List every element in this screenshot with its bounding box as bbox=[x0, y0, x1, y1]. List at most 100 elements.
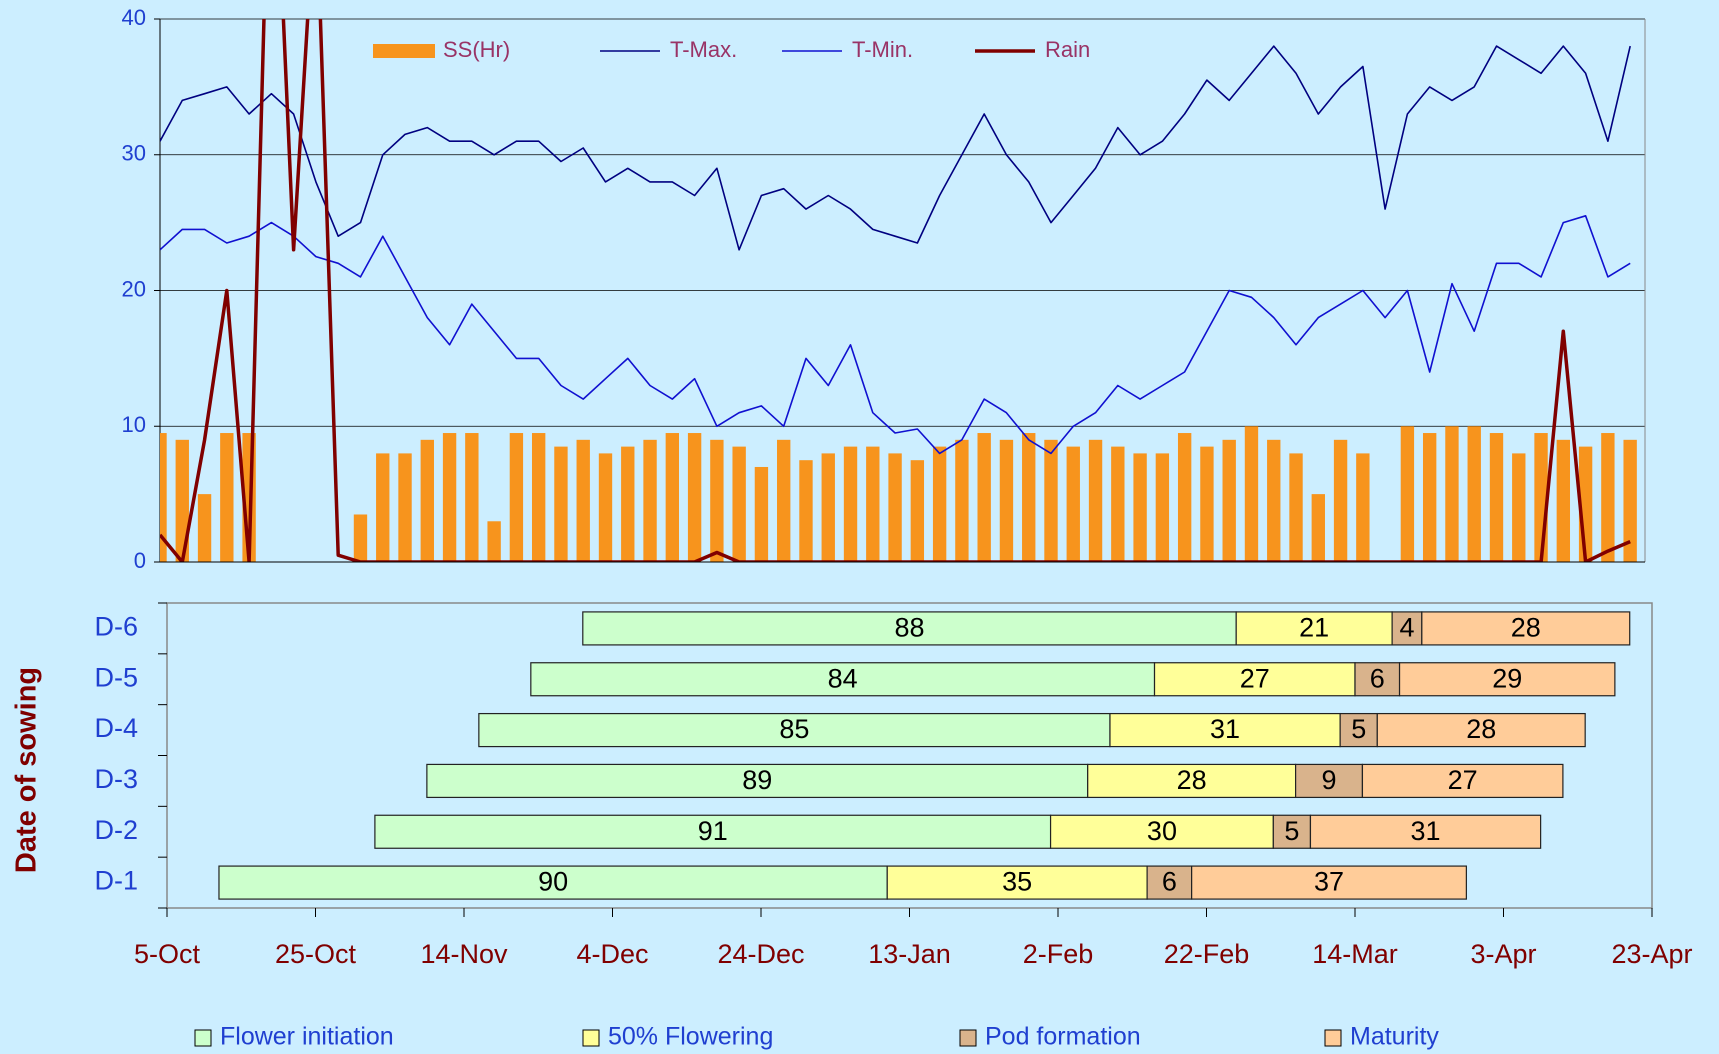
bar-segment bbox=[1235, 611, 1393, 646]
y-tick-label: D-5 bbox=[94, 662, 138, 692]
data-label: 37 bbox=[1314, 867, 1344, 897]
y-tick-label: D-3 bbox=[94, 764, 138, 794]
bar-segment bbox=[1398, 662, 1616, 697]
bar bbox=[1445, 426, 1459, 562]
bar bbox=[398, 453, 412, 562]
y-tick-label: 0 bbox=[134, 548, 146, 573]
y-tick-label: D-4 bbox=[94, 713, 138, 743]
x-tick-label: 14-Nov bbox=[420, 939, 508, 969]
y-tick-label: 30 bbox=[122, 141, 146, 166]
x-tick-label: 25-Oct bbox=[275, 939, 357, 969]
bar-segment bbox=[530, 662, 1156, 697]
bar bbox=[1044, 439, 1058, 562]
bar-segment bbox=[1272, 814, 1312, 849]
bar bbox=[1200, 446, 1214, 562]
bar-segment bbox=[478, 712, 1111, 748]
y-axis-label: Date of sowing bbox=[11, 667, 43, 873]
x-tick-label: 22-Feb bbox=[1164, 939, 1250, 969]
bar bbox=[799, 460, 813, 562]
bar bbox=[1155, 453, 1170, 562]
bar-segment bbox=[1391, 611, 1423, 646]
data-label: 90 bbox=[538, 867, 568, 897]
data-label: 30 bbox=[1147, 816, 1177, 846]
bar bbox=[1422, 433, 1437, 562]
bar-segment bbox=[218, 865, 888, 900]
bar bbox=[687, 433, 702, 562]
bar bbox=[442, 433, 457, 562]
bar-segment bbox=[1191, 865, 1467, 900]
bar bbox=[932, 446, 947, 562]
bar bbox=[576, 439, 590, 562]
bar bbox=[999, 439, 1014, 562]
legend-label: 50% Flowering bbox=[608, 1023, 773, 1051]
bar-segment bbox=[1049, 814, 1274, 849]
bar-segment bbox=[1361, 763, 1564, 799]
bar bbox=[1222, 439, 1236, 562]
legend-swatch bbox=[373, 44, 435, 58]
bar bbox=[1467, 426, 1481, 562]
x-tick-label: 13-Jan bbox=[868, 939, 951, 969]
bar bbox=[1111, 446, 1125, 562]
bar bbox=[1489, 433, 1504, 562]
bar bbox=[1601, 433, 1615, 562]
bar bbox=[955, 439, 969, 562]
data-label: 6 bbox=[1162, 867, 1177, 897]
data-label: 91 bbox=[698, 816, 728, 846]
bar bbox=[1623, 439, 1637, 562]
data-label: 27 bbox=[1448, 765, 1478, 795]
bar-segment bbox=[886, 865, 1148, 900]
x-tick-label: 4-Dec bbox=[576, 939, 648, 969]
bar bbox=[1267, 439, 1281, 562]
bar bbox=[732, 446, 746, 562]
data-label: 31 bbox=[1411, 816, 1441, 846]
bar bbox=[910, 460, 925, 562]
bar-segment bbox=[426, 763, 1089, 799]
legend-label: Flower initiation bbox=[220, 1023, 394, 1051]
data-label: 5 bbox=[1284, 816, 1299, 846]
legend-swatch bbox=[959, 1029, 977, 1047]
legend-swatch bbox=[582, 1029, 600, 1047]
bar bbox=[175, 439, 189, 562]
data-label: 29 bbox=[1492, 663, 1522, 693]
x-tick-label: 3-Apr bbox=[1470, 939, 1536, 969]
legend-label: T-Max. bbox=[670, 37, 737, 62]
bar bbox=[710, 439, 724, 562]
bar-segment bbox=[1376, 712, 1586, 748]
data-label: 6 bbox=[1370, 663, 1385, 693]
bar bbox=[1356, 453, 1370, 562]
bar bbox=[160, 433, 167, 562]
y-tick-label: D-6 bbox=[94, 612, 138, 642]
legend-label: SS(Hr) bbox=[443, 37, 510, 62]
plot bbox=[160, 19, 1637, 562]
x-tick-label: 23-Apr bbox=[1611, 939, 1692, 969]
x-tick-label: 2-Feb bbox=[1023, 939, 1094, 969]
bar bbox=[888, 453, 902, 562]
bar bbox=[1311, 494, 1325, 562]
bar bbox=[1088, 439, 1103, 562]
bar bbox=[1177, 433, 1192, 562]
bar bbox=[1333, 439, 1348, 562]
data-label: 35 bbox=[1002, 867, 1032, 897]
bar bbox=[843, 446, 858, 562]
bar bbox=[509, 433, 524, 562]
bar bbox=[531, 433, 546, 562]
y-tick-label: D-2 bbox=[94, 815, 138, 845]
data-label: 4 bbox=[1399, 613, 1414, 643]
bar bbox=[487, 521, 501, 562]
line bbox=[160, 45, 1631, 251]
bar bbox=[1556, 439, 1571, 562]
bar-segment bbox=[1309, 814, 1542, 849]
y-tick-label: 40 bbox=[122, 5, 146, 30]
bar bbox=[465, 433, 479, 562]
bar bbox=[977, 433, 991, 562]
legend-swatch bbox=[1324, 1029, 1342, 1047]
bar bbox=[598, 453, 613, 562]
bar bbox=[376, 453, 390, 562]
bar bbox=[1244, 426, 1259, 562]
x-tick-label: 24-Dec bbox=[717, 939, 804, 969]
bar-segment bbox=[1109, 712, 1341, 748]
data-label: 28 bbox=[1466, 714, 1496, 744]
bar bbox=[821, 453, 835, 562]
data-label: 28 bbox=[1511, 613, 1541, 643]
